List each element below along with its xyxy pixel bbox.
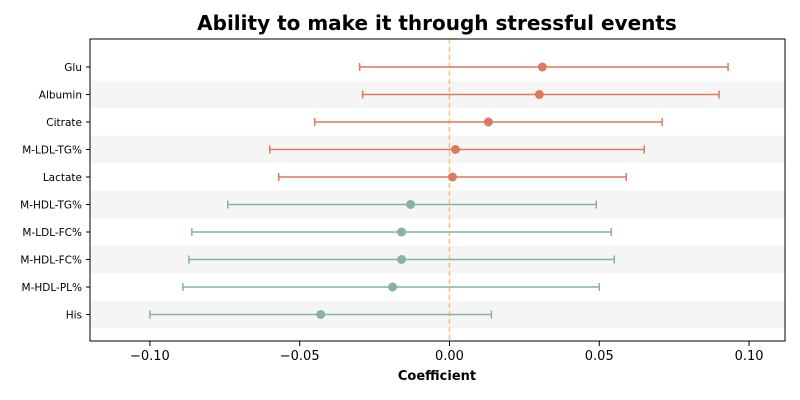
y-tick-labels: Glu Albumin Citrate M-LDL-TG% Lactate M-HDL-T…	[20, 62, 90, 322]
y-tick-label: M-LDL-FC%	[22, 227, 82, 239]
estimate-point	[316, 310, 326, 319]
y-tick-label: Glu	[64, 62, 82, 74]
y-tick-label: M-HDL-PL%	[22, 282, 82, 294]
estimate-point	[406, 200, 416, 209]
y-tick-label: M-HDL-FC%	[20, 255, 82, 267]
estimate-point	[397, 227, 407, 237]
y-tick-label: His	[66, 310, 82, 322]
estimate-point	[450, 145, 460, 154]
y-tick-label: M-LDL-TG%	[22, 145, 82, 157]
x-tick-label: −0.05	[280, 349, 320, 364]
y-tick-label: M-HDL-TG%	[20, 200, 82, 212]
estimate-point	[397, 255, 407, 264]
x-tick-label: 0.00	[435, 349, 464, 364]
x-tick-label: 0.10	[735, 349, 764, 364]
x-tick-label: 0.05	[585, 349, 614, 364]
plot-frame	[89, 38, 786, 342]
y-tick-label: Citrate	[46, 117, 82, 129]
y-tick-label: Lactate	[43, 172, 82, 184]
x-axis: −0.10 −0.05 0.00 0.05 0.10	[130, 341, 764, 364]
estimate-point	[388, 282, 398, 292]
estimate-marks	[149, 62, 729, 319]
y-tick-label: Albumin	[39, 90, 82, 102]
estimate-point	[483, 117, 493, 127]
chart-title: Ability to make it through stressful eve…	[197, 11, 677, 35]
x-tick-label: −0.10	[130, 349, 170, 364]
estimate-point	[534, 90, 544, 99]
estimate-point	[537, 62, 547, 72]
estimate-point	[447, 172, 457, 182]
x-axis-label: Coefficient	[398, 369, 476, 384]
